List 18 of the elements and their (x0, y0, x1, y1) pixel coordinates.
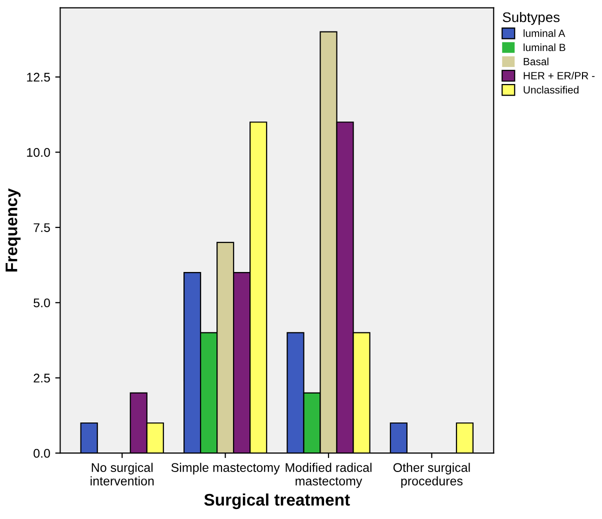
x-tick-label: Other surgical procedures (393, 462, 470, 488)
y-tick-label: 0.0 (34, 448, 50, 458)
legend-title: Subtypes (502, 12, 560, 25)
legend-label: Basal (524, 58, 548, 66)
legend-label: luminal B (524, 43, 566, 52)
y-tick-label: 7.5 (34, 223, 50, 232)
y-tick-label: 12.5 (27, 72, 50, 82)
y-tick-label: 2.5 (34, 374, 50, 383)
x-tick-label: Modified radical mastectomy (286, 462, 372, 488)
legend-label: Unclassified (524, 86, 578, 94)
x-axis-title: Surgical treatment (204, 493, 350, 510)
y-tick-label: 5.0 (34, 298, 50, 308)
x-tick-label: Simple mastectomy (171, 462, 280, 474)
x-tick-label: No surgical intervention (90, 462, 154, 486)
y-axis-title: Frequency (6, 188, 21, 272)
y-tick-label: 10.0 (27, 148, 50, 157)
legend-label: luminal A (524, 29, 566, 37)
legend-label: HER + ER/PR - (524, 72, 595, 80)
